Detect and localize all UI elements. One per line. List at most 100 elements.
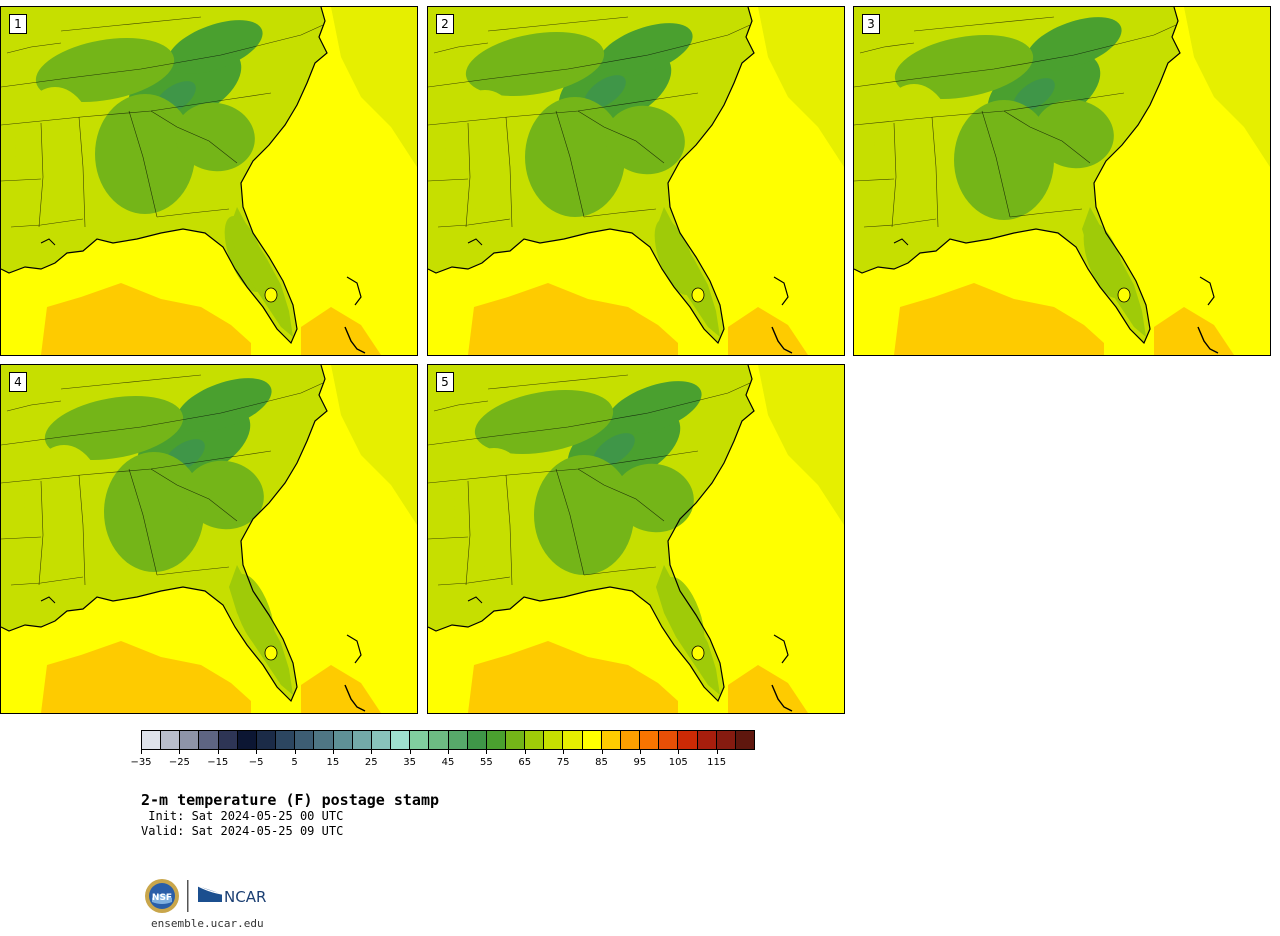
init-time: Init: Sat 2024-05-25 00 UTC <box>141 809 344 823</box>
temperature-region <box>954 100 1054 220</box>
colorbar-tick-mark <box>217 750 219 754</box>
panel-number: 5 <box>436 372 454 392</box>
island <box>40 238 56 246</box>
temperature-region <box>35 38 175 102</box>
colorbar-tick-mark <box>524 750 526 754</box>
state-border <box>128 468 158 576</box>
colorbar-tick-label: 55 <box>480 757 493 768</box>
colorbar-swatch <box>333 731 353 749</box>
colorbar-swatch <box>505 731 526 749</box>
colorbar-swatch <box>295 731 315 749</box>
temperature-region <box>894 35 1034 99</box>
island <box>1197 326 1219 354</box>
state-border <box>555 468 585 576</box>
member-panel-4: 4 <box>0 364 418 714</box>
state-border <box>981 110 1011 218</box>
state-border <box>505 116 513 228</box>
colorbar-tick-label: 75 <box>556 757 570 768</box>
ncar-text: NCAR <box>224 888 266 906</box>
colorbar-tick-mark <box>371 750 373 754</box>
florida-region <box>656 565 720 695</box>
state-border <box>1 24 324 88</box>
state-border <box>38 480 44 586</box>
temperature-map <box>854 7 1270 355</box>
colorbar-tick-mark <box>678 750 680 754</box>
state-border <box>156 566 230 576</box>
temperature-map <box>428 7 844 355</box>
state-border <box>555 110 585 218</box>
colorbar-tick-label: −35 <box>130 757 152 768</box>
warm-gulf-water <box>468 641 678 713</box>
temperature-map <box>428 365 844 713</box>
colorbar-tick-label: 65 <box>518 757 532 768</box>
state-border <box>465 480 471 586</box>
coastline <box>1 365 328 703</box>
lake <box>1117 287 1131 303</box>
state-border <box>577 110 665 164</box>
state-border <box>128 110 158 218</box>
nsf-ncar-logo: NSF NCAR <box>145 879 266 913</box>
colorbar-tick-label: 5 <box>291 757 298 768</box>
colorbar-tick-mark <box>141 750 142 754</box>
state-border <box>437 576 511 586</box>
florida-region <box>229 207 293 337</box>
ncar-icon: NCAR <box>197 885 266 906</box>
offshore-band <box>1184 7 1270 167</box>
state-border <box>487 374 629 390</box>
colorbar-swatch <box>410 731 430 749</box>
temperature-region <box>104 452 204 572</box>
temperature-region <box>465 32 605 96</box>
island <box>467 238 483 246</box>
colorbar-tick-label: 45 <box>441 757 455 768</box>
colorbar-tick-label: 15 <box>326 757 340 768</box>
state-border <box>577 468 665 522</box>
colorbar-tick-mark <box>448 750 449 754</box>
temperature-region <box>454 448 534 568</box>
colorbar-swatch <box>429 731 449 749</box>
island <box>773 276 789 306</box>
colorbar-tick-label: 105 <box>668 757 688 768</box>
colorbar-ticks: −35 −25 −15 −5 5 15 25 35 45 55 65 75 85 95 105 115 <box>130 750 755 774</box>
island <box>1199 276 1215 306</box>
state-border <box>487 16 629 32</box>
lake <box>264 287 278 303</box>
panel-number: 1 <box>9 14 27 34</box>
colorbar-swatch <box>544 731 564 749</box>
colorbar-tick-label: 25 <box>364 757 378 768</box>
florida-region <box>1082 207 1146 337</box>
lake <box>691 287 705 303</box>
state-border <box>1003 110 1091 164</box>
colorbar-swatch <box>199 731 219 749</box>
temperature-map <box>1 365 417 713</box>
colorbar-swatch <box>525 731 545 749</box>
island <box>344 326 366 354</box>
state-border <box>1 536 42 540</box>
warm-gulf-water <box>468 283 678 355</box>
temperature-map <box>1 7 417 355</box>
colorbar-swatch <box>735 731 754 749</box>
island <box>346 634 362 664</box>
state-border <box>428 536 469 540</box>
state-border <box>6 400 62 412</box>
coastline <box>428 365 755 703</box>
state-border <box>6 42 62 54</box>
colorbar-swatch <box>352 731 372 749</box>
temperature-region <box>184 460 264 530</box>
colorbar-tick-label: 95 <box>633 757 647 768</box>
state-border <box>428 382 751 446</box>
island <box>40 596 56 604</box>
temperature-region <box>15 87 95 207</box>
island <box>771 684 793 712</box>
colorbar-swatch <box>237 731 257 749</box>
island <box>344 684 366 712</box>
state-border <box>913 16 1055 32</box>
warm-atlantic-water <box>301 665 381 713</box>
colorbar-swatch <box>391 731 411 749</box>
warm-atlantic-water <box>1154 307 1234 355</box>
colorbar-swatch <box>582 731 602 749</box>
colorbar-tick-mark <box>563 750 565 754</box>
colorbar-tick-mark <box>294 750 296 754</box>
warm-gulf-water <box>894 283 1104 355</box>
state-border <box>10 218 84 228</box>
state-border <box>863 218 937 228</box>
